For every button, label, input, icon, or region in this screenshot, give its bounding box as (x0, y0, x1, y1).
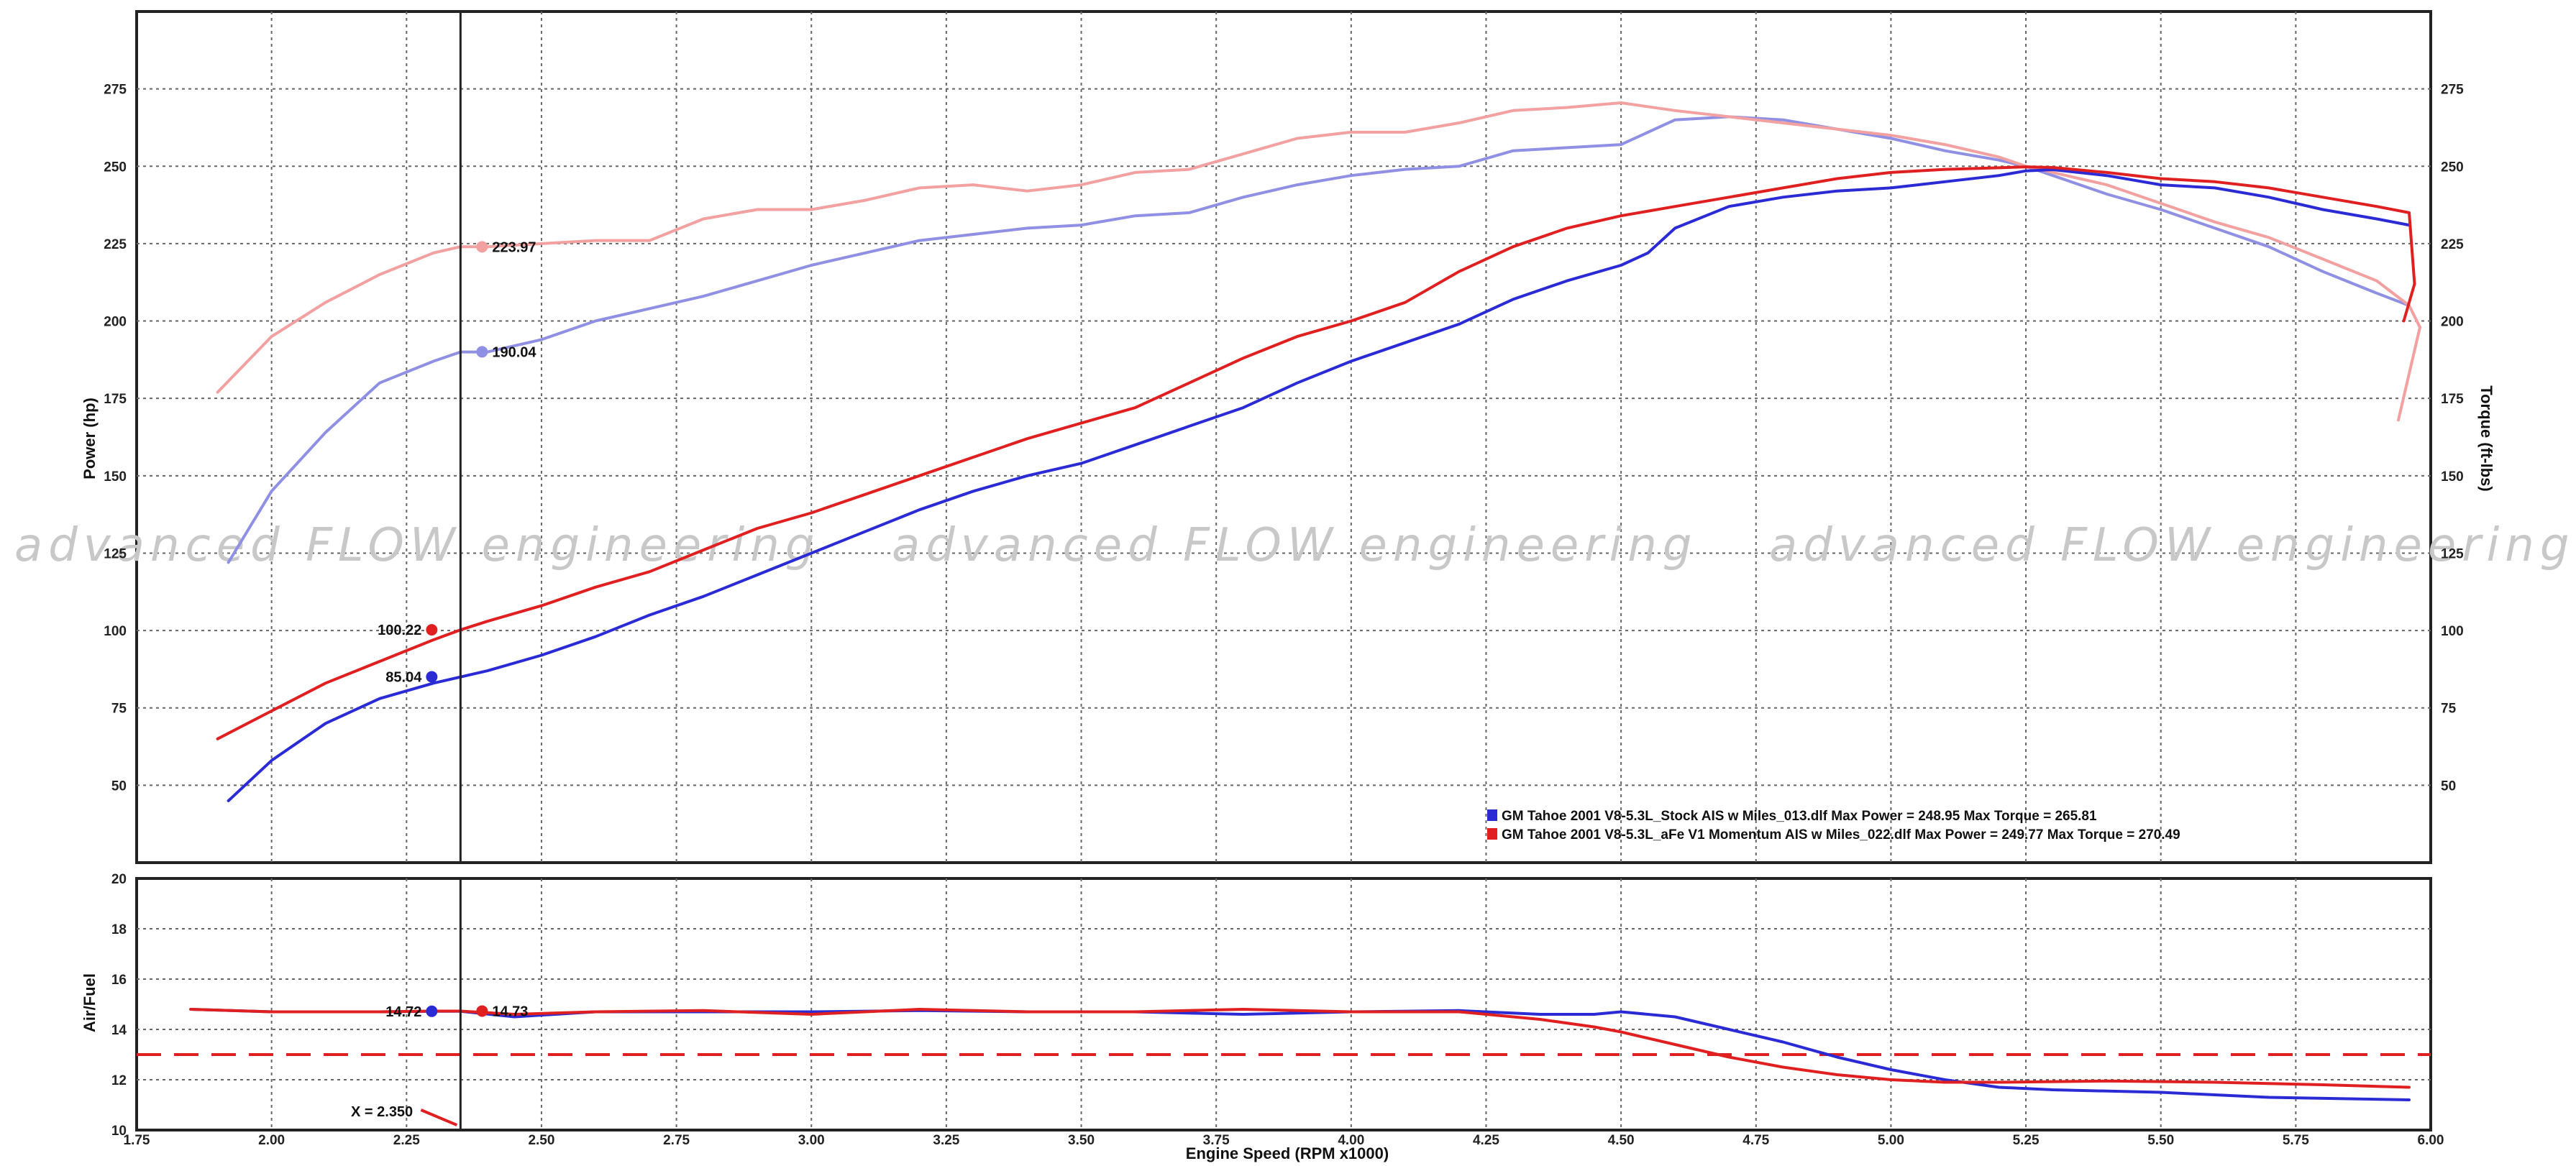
y-tick-label-torque: 100 (2441, 624, 2464, 639)
x-tick-label: 6.00 (2418, 1133, 2444, 1148)
legend-swatch-stock (1487, 809, 1497, 821)
legend: GM Tahoe 2001 V8-5.3L_Stock AIS w Miles_… (1487, 809, 2180, 843)
marker-stock-torque-dot (476, 346, 488, 358)
series-line-afe-torque (216, 101, 2421, 422)
grid (137, 12, 2431, 1130)
x-tick-label: 5.50 (2147, 1133, 2174, 1148)
legend-swatch-afe (1487, 828, 1497, 840)
marker-stock-power-dot (426, 671, 438, 683)
watermark-center: advanced FLOW engineering (892, 519, 1697, 572)
y-tick-label-power: 150 (104, 469, 127, 485)
y-tick-label-power: 75 (111, 702, 127, 717)
legend-entry-stock: GM Tahoe 2001 V8-5.3L_Stock AIS w Miles_… (1502, 809, 2097, 824)
value-markers: 223.97 190.04 100.22 85.04 14.72 14.73 (378, 239, 536, 1019)
watermark-right: advanced FLOW engineering (1769, 519, 2575, 572)
y-tick-label-torque: 200 (2441, 315, 2464, 330)
y-tick-label-power: 100 (104, 624, 127, 639)
x-tick-label: 4.25 (1473, 1133, 1499, 1148)
y-tick-label-torque: 175 (2441, 392, 2464, 407)
x-tick-label: 5.75 (2283, 1133, 2309, 1148)
series-line-afe-tail (420, 1108, 458, 1126)
marker-afe-torque-dot (476, 241, 488, 253)
x-tick-label: 2.25 (393, 1133, 420, 1148)
marker-stock-afr-dot (426, 1005, 438, 1017)
y-tick-label-afr: 18 (111, 922, 127, 937)
series-line-stock-power (227, 168, 2411, 802)
marker-stock-torque-label: 190.04 (492, 344, 536, 360)
marker-afe-torque-label: 223.97 (492, 239, 536, 255)
y-tick-label-torque: 50 (2441, 779, 2456, 794)
x-tick-label: 2.75 (663, 1133, 690, 1148)
marker-afe-afr-dot (476, 1005, 488, 1017)
y-tick-label-afr: 10 (111, 1124, 127, 1139)
x-tick-label: 5.00 (1878, 1133, 1904, 1148)
y-tick-label-power: 225 (104, 237, 127, 252)
marker-afe-power-label: 100.22 (378, 623, 421, 638)
watermark: advanced FLOW engineering advanced FLOW … (14, 519, 2575, 572)
x-tick-label: 5.25 (2013, 1133, 2040, 1148)
marker-afe-afr-label: 14.73 (492, 1004, 528, 1019)
x-tick-label: 2.00 (258, 1133, 285, 1148)
y-tick-label-power: 200 (104, 315, 127, 330)
axis-ticks: 1.75 2.00 2.25 2.50 2.75 3.00 3.25 3.50 3.75 4.00… (104, 83, 2464, 1148)
y-tick-label-power: 125 (104, 546, 127, 561)
x-tick-label: 4.75 (1743, 1133, 1769, 1148)
y-tick-label-power: 175 (104, 392, 127, 407)
y-tick-label-afr: 16 (111, 973, 127, 988)
x-tick-label: 3.75 (1203, 1133, 1230, 1148)
x-axis-label: Engine Speed (RPM x1000) (1186, 1144, 1389, 1162)
x-tick-label: 2.50 (528, 1133, 554, 1148)
y-tick-label-power: 250 (104, 160, 127, 175)
y-tick-label-torque: 150 (2441, 469, 2464, 485)
y-tick-label-afr: 12 (111, 1073, 127, 1088)
y-tick-label-power: 275 (104, 83, 127, 98)
y-tick-label-torque: 75 (2441, 702, 2457, 717)
y-tick-label-torque: 125 (2441, 546, 2464, 561)
y-tick-label-power: 50 (111, 779, 127, 794)
marker-afe-power-dot (426, 624, 438, 636)
x-tick-label: 3.25 (933, 1133, 959, 1148)
legend-entry-afe: GM Tahoe 2001 V8-5.3L_aFe V1 Momentum AI… (1502, 827, 2180, 843)
x-tick-label: 3.00 (798, 1133, 825, 1148)
y-tick-label-torque: 250 (2441, 160, 2464, 175)
series-line-afe-power (216, 165, 2416, 740)
main-plot-frame (135, 10, 2432, 864)
series (189, 101, 2421, 1126)
y-tick-label-afr: 20 (111, 872, 127, 887)
y-tick-label-afr: 14 (111, 1023, 127, 1038)
x-tick-label: 3.50 (1068, 1133, 1095, 1148)
y-axis-label-torque: Torque (ft-lbs) (2477, 385, 2495, 491)
x-tick-label: 4.50 (1608, 1133, 1635, 1148)
y-tick-label-torque: 275 (2441, 83, 2464, 98)
y-axis-label-power: Power (hp) (81, 398, 99, 479)
y-axis-label-afr: Air/Fuel (81, 973, 99, 1032)
y-tick-label-torque: 225 (2441, 237, 2464, 252)
marker-stock-power-label: 85.04 (385, 670, 422, 686)
cursor-readout: X = 2.350 (351, 1104, 413, 1120)
afr-plot-frame (135, 877, 2432, 1131)
marker-stock-afr-label: 14.72 (385, 1004, 421, 1020)
series-line-afe-afr (189, 1008, 2411, 1089)
x-tick-label: 4.00 (1338, 1133, 1364, 1148)
series-line-stock-torque (227, 115, 2411, 564)
watermark-left: advanced FLOW engineering (14, 519, 820, 572)
x-tick-label: 1.75 (124, 1133, 150, 1148)
